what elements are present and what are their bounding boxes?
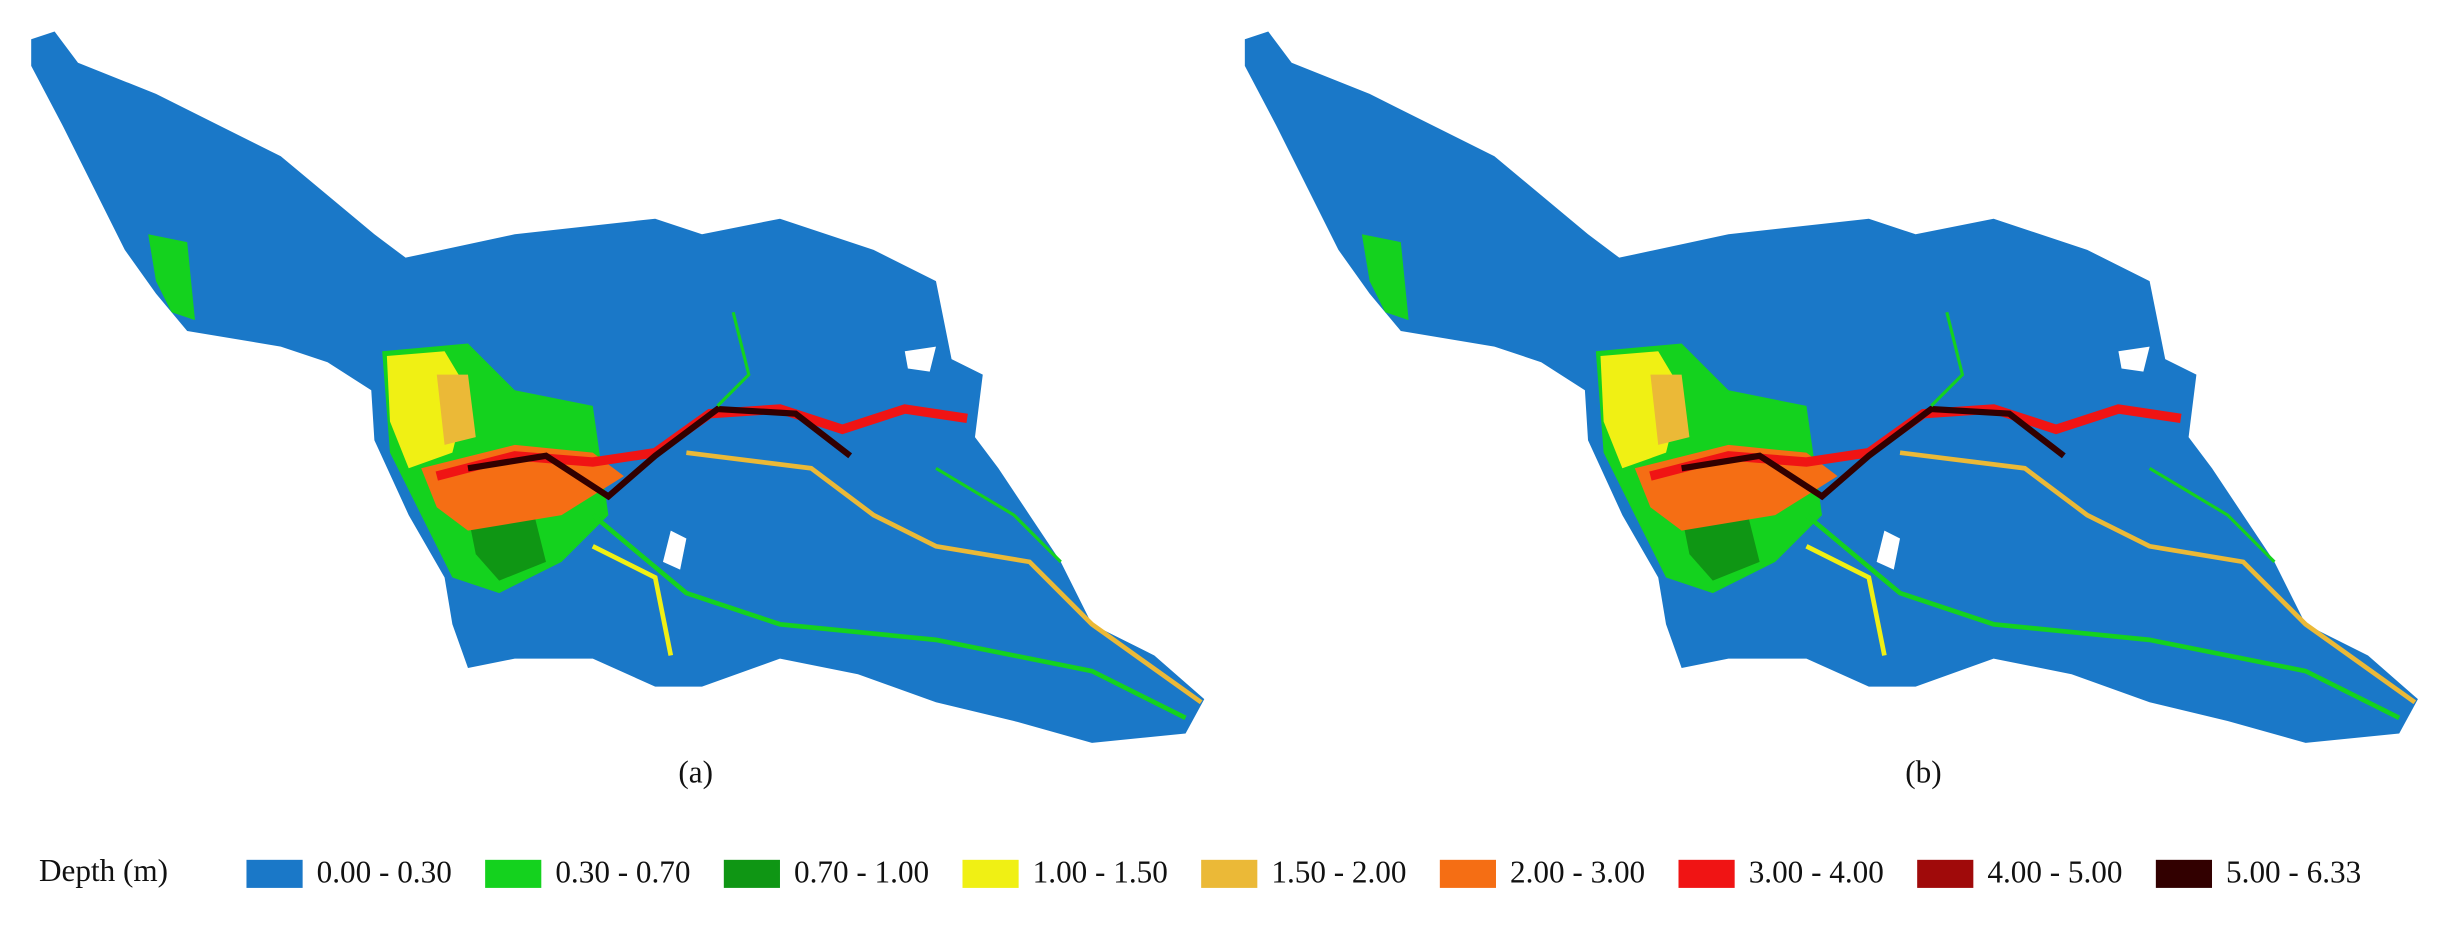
legend-swatch xyxy=(246,859,303,888)
legend-label: 2.00 - 3.00 xyxy=(1510,855,1645,890)
map-a xyxy=(31,31,1204,742)
legend-label: 0.70 - 1.00 xyxy=(794,855,929,890)
legend-swatch xyxy=(1678,859,1735,888)
legend-swatch xyxy=(962,859,1019,888)
legend-label: 5.00 - 6.33 xyxy=(2226,855,2361,890)
legend-swatch xyxy=(1917,859,1974,888)
legend-swatch xyxy=(485,859,542,888)
legend-title: Depth (m) xyxy=(39,853,168,888)
legend-swatch xyxy=(723,859,780,888)
map-b xyxy=(1245,31,2418,742)
legend-label: 1.50 - 2.00 xyxy=(1271,855,1406,890)
panel-label: (b) xyxy=(1905,755,1941,790)
panel-label: (a) xyxy=(678,755,713,790)
legend-label: 0.00 - 0.30 xyxy=(317,855,452,890)
legend-label: 3.00 - 4.00 xyxy=(1749,855,1884,890)
legend-swatch xyxy=(1201,859,1258,888)
legend-swatch xyxy=(2155,859,2213,888)
legend-label: 0.30 - 0.70 xyxy=(555,855,690,890)
legend-label: 4.00 - 5.00 xyxy=(1987,855,2122,890)
legend-label: 1.00 - 1.50 xyxy=(1033,855,1168,890)
legend-swatch xyxy=(1439,859,1496,888)
